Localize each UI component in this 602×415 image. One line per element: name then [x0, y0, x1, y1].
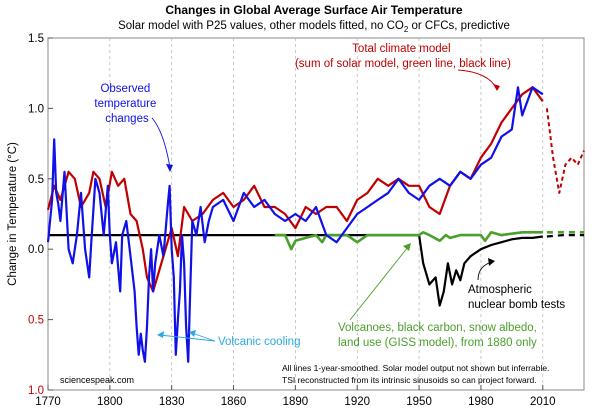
y-axis-label: Change in Temperature (°C)	[7, 142, 19, 286]
x-tick-label: 1980	[468, 396, 494, 408]
giss-arrow	[349, 246, 409, 321]
x-tick-label: 1920	[344, 396, 370, 408]
subtitle-part-2: or CFCs, predictive	[408, 20, 510, 32]
y-tick-label: 0.5	[28, 174, 44, 186]
x-tick-label: 2010	[530, 396, 556, 408]
bomb-tests-label-line1: Atmospheric	[468, 284, 532, 296]
total-model-arrowhead	[493, 84, 500, 91]
plot-frame	[47, 37, 585, 391]
total-model-label: Total climate model (sum of solar model,…	[295, 43, 511, 70]
total-model-arrow	[457, 69, 498, 90]
x-tick-label: 1890	[283, 396, 309, 408]
observed-arrow	[151, 117, 171, 169]
footnote: All lines 1-year-smoothed. Solar model o…	[282, 363, 552, 385]
chart-title: Changes in Global Average Surface Air Te…	[165, 3, 463, 17]
observed-arrowhead	[166, 164, 173, 172]
bomb-tests-label-line2: nuclear bomb tests	[468, 299, 565, 311]
observed-label-line1: Observed	[100, 83, 150, 95]
total-model-label-line2: (sum of solar model, green line, black l…	[295, 58, 511, 70]
y-tick-label: 0.5	[28, 315, 44, 327]
x-tick-label: 1860	[221, 396, 247, 408]
observed-label-line3: changes	[105, 113, 149, 125]
volcanic-arrow-right	[191, 332, 216, 342]
footnote-line1: All lines 1-year-smoothed. Solar model o…	[282, 363, 549, 373]
bomb-tests-arrowhead	[488, 258, 495, 266]
axis-layer: 1770 1800 1830 1860 1890 1920 1950 1980 2010 1.5 1…	[28, 33, 556, 408]
subtitle-part-1: Solar model with P25 values, other model…	[118, 20, 404, 32]
giss-label: Volcanoes, black carbon, snow albedo, la…	[338, 322, 540, 349]
volcanic-arrowhead-left	[157, 331, 164, 338]
x-tick-label: 1800	[97, 396, 123, 408]
series-observed-line	[46, 86, 544, 363]
y-tick-label: 1.0	[28, 385, 44, 397]
x-tick-label: 1830	[159, 396, 185, 408]
y-tick-label: 1.5	[28, 33, 44, 45]
footnote-line2: TSI reconstructed from its intrinsic sin…	[282, 375, 537, 385]
source-credit: sciencespeak.com	[60, 375, 134, 385]
subtitle-subscript: 2	[404, 25, 409, 34]
series-total-model-projection-line	[545, 108, 585, 194]
y-tick-label: 0.0	[28, 244, 44, 256]
series-giss-line	[274, 231, 543, 251]
volcanic-arrowhead-right	[189, 330, 196, 337]
observed-label-line2: temperature	[94, 98, 156, 110]
bomb-tests-label: Atmospheric nuclear bomb tests	[468, 284, 565, 311]
series-bomb-tests-projection-line	[546, 234, 584, 238]
y-tick-label: 1.0	[28, 103, 44, 115]
series-layer	[46, 86, 585, 363]
giss-label-line2: land use (GISS model), from 1880 only	[338, 337, 537, 349]
volcanic-cooling-label: Volcanic cooling	[218, 336, 300, 348]
giss-arrowhead	[403, 243, 411, 251]
total-model-label-line1: Total climate model	[352, 43, 450, 55]
x-tick-label: 1770	[35, 396, 61, 408]
x-tick-label: 1950	[406, 396, 432, 408]
giss-label-line1: Volcanoes, black carbon, snow albedo,	[338, 322, 537, 334]
volcanic-arrow-left	[159, 334, 216, 342]
chart-subtitle: Solar model with P25 values, other model…	[118, 20, 510, 34]
observed-label: Observed temperature changes	[94, 83, 159, 125]
